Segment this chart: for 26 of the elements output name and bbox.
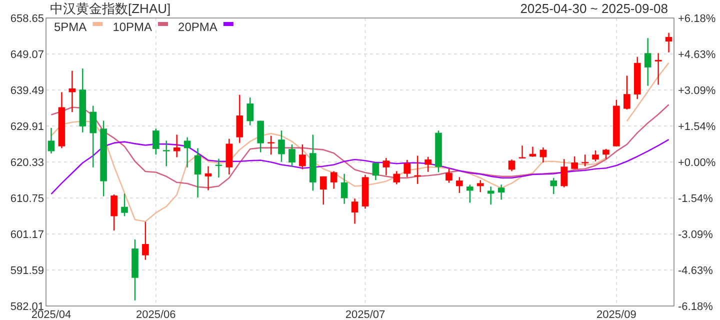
y-tick-label: 620.33 [10, 157, 44, 169]
y-tick-label: 610.75 [10, 193, 44, 205]
y-tick-label: 629.91 [10, 121, 44, 133]
chart-subtitle: 2025-04-30 ~ 2025-09-08 [520, 1, 668, 16]
y-tick-label: 639.49 [10, 85, 44, 97]
legend-label: 10PMA [112, 20, 152, 34]
y-tick-label: 658.65 [10, 13, 44, 25]
y2-tick-label: -4.63% [678, 264, 714, 277]
x-tick-label: 2025/04 [31, 309, 72, 320]
y-tick-label: 591.59 [10, 265, 44, 277]
y2-tick-label: -6.18% [678, 301, 714, 313]
y-tick-label: 601.17 [10, 229, 44, 241]
y2-tick-label: +6.18% [678, 13, 716, 25]
y2-tick-label: +3.09% [678, 85, 716, 97]
y2-tick-label: -3.09% [678, 229, 714, 241]
x-tick-label: 2025/09 [596, 309, 636, 320]
y2-tick-label: +0.00% [678, 157, 716, 169]
y2-tick-label: +1.54% [678, 121, 716, 134]
y2-tick-label: +4.63% [678, 49, 716, 62]
x-tick-label: 2025/06 [136, 309, 176, 320]
x-tick-label: 2025/07 [345, 309, 386, 320]
chart-title: 中汉黄金指数[ZHAU] [50, 1, 171, 16]
legend-label: 20PMA [178, 20, 218, 34]
y2-tick-label: -1.54% [678, 192, 714, 205]
legend-label: 5PMA [54, 20, 87, 34]
y-tick-label: 649.07 [10, 49, 44, 61]
